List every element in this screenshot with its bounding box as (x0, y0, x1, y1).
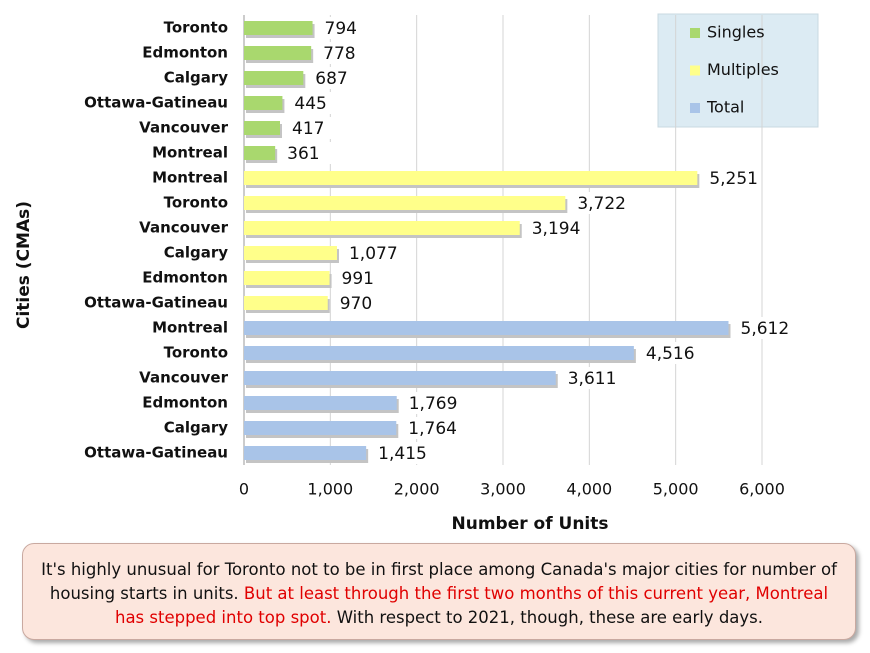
value-label-bg (307, 67, 366, 89)
chart: Cities (CMAs) Number of Units 0 1,000 2,00… (14, 13, 819, 534)
value-label: 3,722 (577, 194, 626, 214)
bar (244, 346, 634, 360)
value-label-bg (279, 142, 338, 164)
caption-text: With respect to 2021, though, these are … (336, 608, 764, 627)
y-tick-label: Montreal (152, 144, 228, 162)
y-tick-label: Edmonton (142, 44, 228, 62)
value-label: 794 (325, 19, 357, 39)
value-label-bg (637, 342, 696, 364)
legend-label: Multiples (707, 60, 779, 79)
x-tick-label: 2,000 (394, 480, 440, 499)
y-tick-label: Montreal (152, 169, 228, 187)
y-tick-label: Ottawa-Gatineau (84, 94, 228, 112)
bar (244, 196, 566, 210)
y-tick-label: Toronto (164, 19, 228, 37)
value-label: 991 (342, 269, 374, 289)
bar (244, 221, 520, 235)
y-tick-label: Edmonton (142, 269, 228, 287)
x-tick-label: 6,000 (739, 480, 785, 499)
value-label-bg (340, 242, 399, 264)
bar (244, 171, 698, 185)
y-tick-label: Calgary (164, 244, 229, 262)
value-label-bg (701, 167, 760, 189)
value-label: 1,077 (349, 244, 398, 264)
y-tick-label: Vancouver (139, 369, 228, 387)
value-label: 3,611 (568, 369, 617, 389)
value-label-bg (331, 292, 390, 314)
x-tick-label: 1,000 (307, 480, 353, 499)
bar (244, 46, 312, 60)
value-label: 5,612 (741, 319, 790, 339)
value-label-bg (523, 217, 582, 239)
y-tick-label: Montreal (152, 319, 228, 337)
value-label-bg (400, 417, 459, 439)
y-tick-label: Vancouver (139, 119, 228, 137)
y-tick-label: Edmonton (142, 394, 228, 412)
x-axis-title: Number of Units (451, 514, 608, 534)
x-tick-label: 5,000 (653, 480, 699, 499)
value-label-bg (286, 92, 345, 114)
bar (244, 21, 313, 35)
y-axis-title: Cities (CMAs) (14, 201, 34, 329)
legend-label: Singles (707, 23, 765, 42)
value-label: 1,764 (408, 419, 457, 439)
value-label: 445 (294, 94, 326, 114)
legend-label: Total (706, 98, 744, 117)
legend-swatch (690, 28, 700, 38)
y-tick-label: Vancouver (139, 219, 228, 237)
legend-box (657, 13, 819, 128)
bar (244, 271, 330, 285)
caption-highlight: But at least through the first two month… (114, 584, 829, 627)
bar (244, 121, 281, 135)
bar (244, 96, 283, 110)
value-label-bg (400, 392, 459, 414)
value-label: 970 (340, 294, 372, 314)
bar (244, 321, 729, 335)
value-label: 687 (315, 69, 347, 89)
value-label: 4,516 (646, 344, 695, 364)
value-label-bg (559, 367, 618, 389)
bar (244, 71, 304, 85)
bar (244, 146, 276, 160)
bar (244, 246, 337, 260)
bar (244, 396, 397, 410)
bar (244, 371, 556, 385)
value-label-bg (370, 442, 429, 464)
y-tick-label: Toronto (164, 194, 228, 212)
value-label: 1,769 (409, 394, 458, 414)
value-label: 417 (292, 119, 324, 139)
value-label: 361 (287, 144, 319, 164)
value-label: 5,251 (709, 169, 758, 189)
y-tick-label: Ottawa-Gatineau (84, 294, 228, 312)
legend-swatch (690, 65, 700, 76)
bar (244, 296, 328, 310)
value-label-bg (315, 42, 374, 64)
value-label-bg (732, 317, 791, 339)
y-tick-label: Calgary (164, 419, 229, 437)
value-label-bg (284, 117, 343, 139)
y-tick-label: Toronto (164, 344, 228, 362)
y-tick-label: Ottawa-Gatineau (84, 444, 228, 462)
x-tick-label: 3,000 (480, 480, 526, 499)
value-label-bg (333, 267, 392, 289)
value-label: 778 (323, 44, 355, 64)
value-label: 1,415 (378, 444, 427, 464)
value-label-bg (569, 192, 628, 214)
caption-text: It's highly unusual for Toronto not to b… (41, 560, 837, 603)
bar (244, 446, 367, 460)
value-label-bg (316, 17, 375, 39)
x-tick-label: 0 (239, 480, 249, 499)
bar (244, 421, 397, 435)
caption: It's highly unusual for Toronto not to b… (22, 543, 856, 640)
x-tick-label: 4,000 (566, 480, 612, 499)
y-tick-label: Calgary (164, 69, 229, 87)
value-label: 3,194 (532, 219, 581, 239)
legend-swatch (690, 103, 700, 113)
